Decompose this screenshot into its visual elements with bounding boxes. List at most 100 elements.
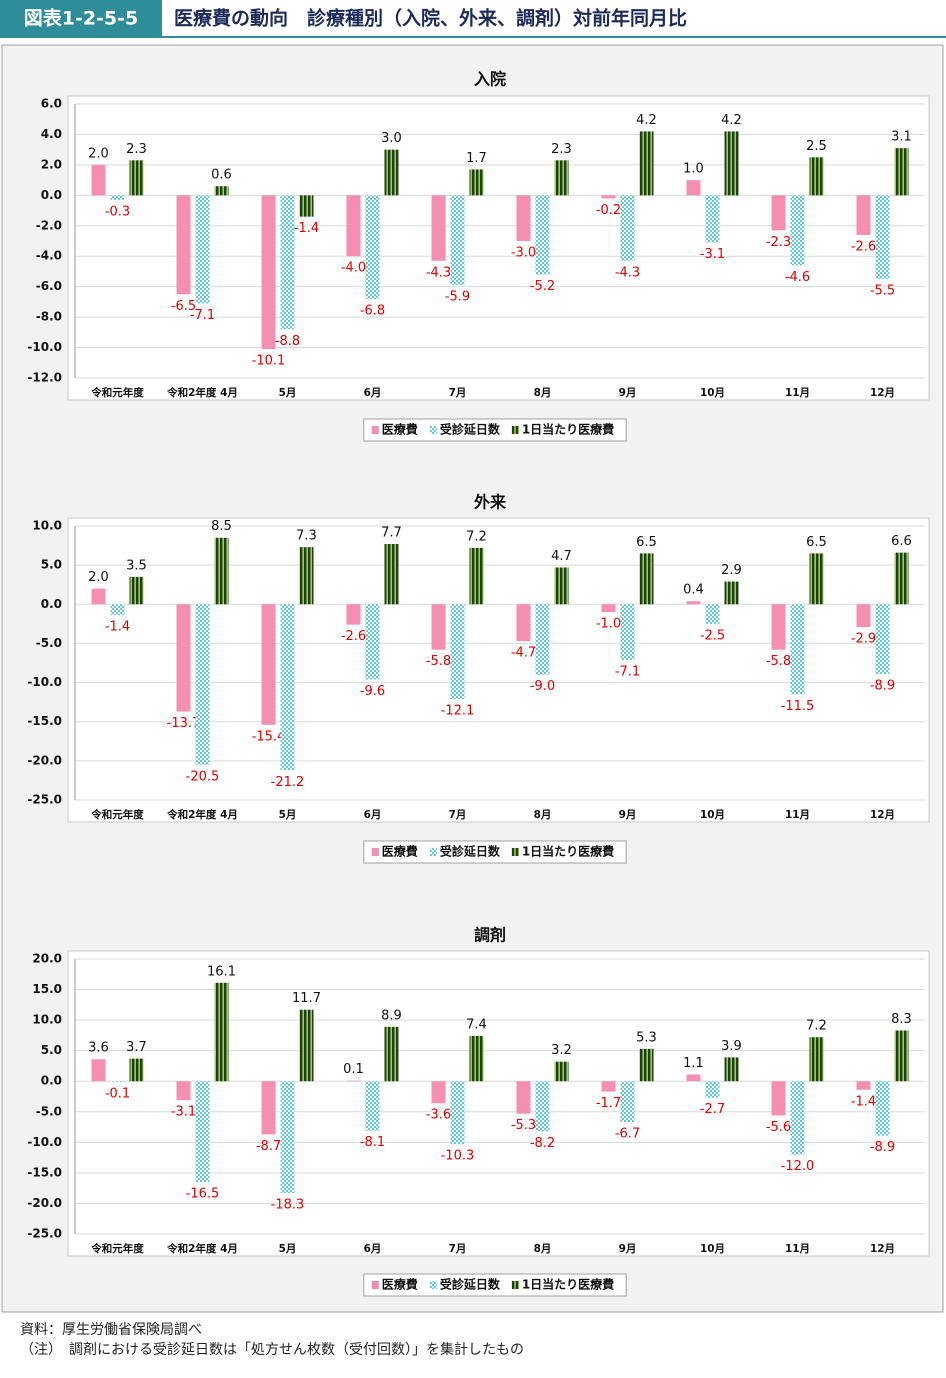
x-tick-label: 11月 bbox=[785, 1243, 810, 1255]
bar bbox=[365, 195, 380, 299]
bar bbox=[431, 195, 446, 261]
bar bbox=[91, 588, 106, 605]
value-label: 4.2 bbox=[721, 113, 742, 128]
value-label: -3.1 bbox=[700, 247, 725, 262]
bar bbox=[346, 1080, 361, 1082]
value-label: -8.2 bbox=[530, 1136, 555, 1151]
legend-box bbox=[363, 418, 627, 442]
x-tick-label: 7月 bbox=[449, 387, 467, 399]
bar bbox=[91, 164, 106, 196]
value-label: -5.3 bbox=[511, 1118, 536, 1133]
bar bbox=[875, 195, 890, 280]
legend-box bbox=[363, 1273, 627, 1297]
bar bbox=[875, 604, 890, 674]
bar bbox=[516, 604, 531, 642]
x-tick-label: 令和2年度 4月 bbox=[166, 386, 238, 399]
bar bbox=[384, 1026, 399, 1082]
value-label: 3.1 bbox=[891, 130, 912, 145]
x-tick-label: 5月 bbox=[279, 387, 297, 399]
y-tick-label: -5.0 bbox=[36, 1104, 62, 1118]
value-label: -5.5 bbox=[870, 284, 895, 299]
legend-swatch bbox=[511, 426, 519, 434]
value-label: -6.7 bbox=[615, 1127, 640, 1142]
legend-swatch bbox=[511, 848, 519, 856]
bar bbox=[261, 195, 276, 350]
bar bbox=[771, 1081, 786, 1116]
bar bbox=[214, 982, 229, 1082]
value-label: 0.4 bbox=[683, 583, 704, 598]
y-tick-label: -10.0 bbox=[27, 1135, 62, 1149]
bar bbox=[601, 195, 616, 199]
x-tick-label: 5月 bbox=[279, 1243, 297, 1255]
bar bbox=[450, 195, 465, 286]
value-label: -6.8 bbox=[360, 303, 385, 318]
bar bbox=[450, 604, 465, 700]
bar bbox=[686, 1074, 701, 1082]
value-label: -21.2 bbox=[271, 775, 305, 790]
value-label: -0.3 bbox=[105, 204, 130, 219]
bar bbox=[110, 1081, 125, 1082]
bar bbox=[620, 1081, 635, 1123]
bar bbox=[129, 160, 144, 196]
value-label: -9.0 bbox=[530, 679, 555, 694]
y-tick-label: 10.0 bbox=[32, 519, 62, 533]
bar bbox=[554, 160, 569, 196]
value-label: 6.5 bbox=[806, 535, 827, 550]
x-tick-label: 7月 bbox=[449, 809, 467, 821]
x-tick-label: 10月 bbox=[700, 1243, 725, 1255]
bar bbox=[129, 1058, 144, 1082]
value-label: 8.5 bbox=[211, 519, 232, 534]
value-label: -3.1 bbox=[171, 1105, 196, 1120]
bar bbox=[261, 1081, 276, 1135]
value-label: 1.7 bbox=[466, 151, 487, 166]
value-label: 2.5 bbox=[806, 139, 827, 154]
note: 資料：厚生労働省保険局調べ bbox=[20, 1322, 202, 1338]
legend-label: 医療費 bbox=[382, 844, 418, 859]
bar bbox=[299, 1009, 314, 1082]
y-tick-label: 15.0 bbox=[32, 982, 62, 996]
bar bbox=[299, 195, 314, 217]
value-label: 3.6 bbox=[88, 1041, 109, 1056]
value-label: 2.0 bbox=[88, 570, 109, 585]
bar bbox=[214, 537, 229, 605]
value-label: 7.7 bbox=[381, 526, 402, 541]
y-tick-label: 5.0 bbox=[41, 1043, 62, 1057]
bar bbox=[431, 604, 446, 650]
x-tick-label: 6月 bbox=[364, 387, 382, 399]
legend: 医療費 受診延日数 1日当たり医療費 bbox=[363, 418, 627, 442]
bar bbox=[176, 195, 191, 295]
x-tick-label: 8月 bbox=[534, 387, 552, 399]
bar bbox=[299, 547, 314, 605]
bar bbox=[554, 567, 569, 605]
value-label: -4.6 bbox=[785, 270, 810, 285]
value-label: -1.4 bbox=[105, 620, 130, 635]
y-tick-label: -10.0 bbox=[27, 340, 62, 354]
value-label: -1.0 bbox=[596, 617, 621, 632]
value-label: 2.9 bbox=[721, 563, 742, 578]
bar bbox=[535, 195, 550, 275]
bar bbox=[601, 1081, 616, 1092]
bar bbox=[110, 604, 125, 616]
bar bbox=[450, 1081, 465, 1145]
y-tick-label: -10.0 bbox=[27, 675, 62, 689]
y-tick-label: -20.0 bbox=[27, 1196, 62, 1210]
value-label: -7.1 bbox=[190, 308, 215, 323]
bar bbox=[856, 1081, 871, 1090]
value-label: 7.2 bbox=[806, 1019, 827, 1034]
value-label: 6.6 bbox=[891, 534, 912, 549]
bar bbox=[516, 195, 531, 241]
header-label-box bbox=[0, 0, 162, 36]
bar bbox=[705, 1081, 720, 1098]
value-label: -9.6 bbox=[360, 684, 385, 699]
y-tick-label: 10.0 bbox=[32, 1013, 62, 1027]
bar bbox=[214, 186, 229, 196]
x-tick-label: 令和元年度 bbox=[90, 386, 144, 399]
header-label: 図表1-2-5-5 bbox=[24, 7, 139, 30]
x-tick-label: 9月 bbox=[619, 1243, 637, 1255]
value-label: 2.3 bbox=[551, 142, 572, 157]
x-tick-label: 6月 bbox=[364, 809, 382, 821]
value-label: -20.5 bbox=[186, 769, 220, 784]
legend: 医療費 受診延日数 1日当たり医療費 bbox=[363, 1273, 627, 1297]
header-title: 医療費の動向 診療種別（入院、外来、調剤）対前年同月比 bbox=[174, 7, 687, 30]
